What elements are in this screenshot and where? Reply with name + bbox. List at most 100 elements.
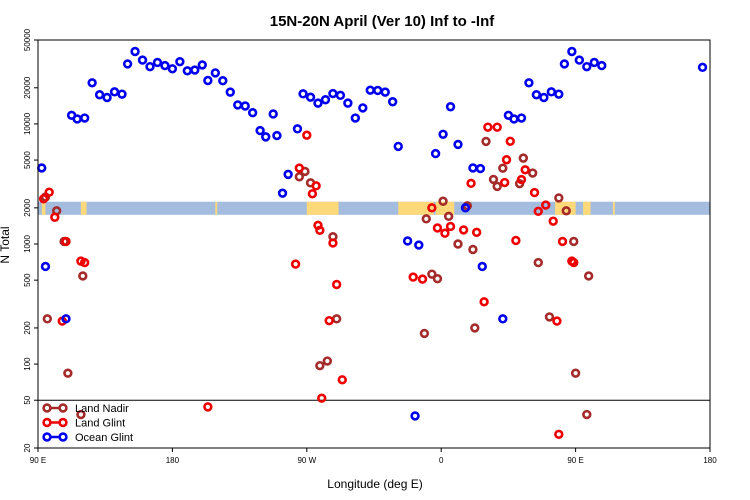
data-point bbox=[38, 194, 49, 204]
data-point bbox=[438, 196, 448, 206]
data-point bbox=[277, 188, 288, 198]
data-point bbox=[498, 314, 508, 324]
data-point bbox=[453, 139, 463, 150]
y-axis: 20 50 100 200 500 1000 2000 5000 10000 20000 50000 bbox=[23, 28, 38, 452]
data-point bbox=[541, 200, 551, 210]
data-point bbox=[488, 174, 499, 185]
data-point bbox=[520, 165, 530, 175]
land-strip-3 bbox=[306, 201, 339, 215]
data-point bbox=[210, 68, 221, 78]
data-point bbox=[511, 235, 521, 246]
legend-label-ocean-glint: Ocean Glint bbox=[75, 432, 133, 444]
data-point bbox=[569, 236, 579, 247]
map-strip bbox=[38, 201, 710, 215]
data-point bbox=[414, 240, 424, 250]
data-point bbox=[42, 314, 53, 324]
y-tick-label-3: 200 bbox=[23, 321, 32, 335]
x-tick-label-3: 0 bbox=[439, 456, 444, 465]
legend-label-land-glint: Land Glint bbox=[75, 418, 125, 430]
legend-marker-ocean-glint bbox=[58, 432, 68, 442]
data-points bbox=[37, 46, 708, 440]
land-strip-7 bbox=[583, 201, 591, 215]
data-point bbox=[569, 257, 579, 268]
data-point bbox=[410, 411, 420, 421]
data-point bbox=[313, 98, 323, 108]
data-point bbox=[76, 409, 86, 420]
legend-label-land-nadir: Land Nadir bbox=[75, 403, 129, 415]
data-point bbox=[307, 189, 318, 199]
data-point bbox=[445, 102, 456, 112]
data-point bbox=[544, 312, 555, 322]
data-point bbox=[358, 103, 368, 113]
land-strip-2 bbox=[215, 201, 218, 215]
data-point bbox=[79, 257, 90, 268]
data-point bbox=[203, 75, 213, 86]
legend-marker-land-glint bbox=[42, 417, 52, 428]
data-point bbox=[427, 269, 437, 279]
data-point bbox=[453, 239, 463, 249]
data-point bbox=[516, 113, 527, 123]
x-axis-label: Longitude (deg E) bbox=[327, 477, 422, 491]
data-point bbox=[492, 181, 502, 192]
chart-title: 15N-20N April (Ver 10) Inf to -Inf bbox=[270, 13, 495, 30]
data-point bbox=[190, 65, 200, 75]
data-point bbox=[443, 211, 454, 222]
data-point bbox=[290, 259, 301, 269]
data-point bbox=[597, 60, 607, 71]
data-point bbox=[247, 108, 258, 118]
data-point bbox=[501, 155, 512, 165]
data-point bbox=[408, 272, 418, 282]
legend-marker-land-glint bbox=[58, 417, 68, 428]
y-tick-label-8: 10000 bbox=[23, 112, 32, 135]
x-tick-label-4: 90 E bbox=[567, 456, 583, 465]
x-tick-label-1: 180 bbox=[166, 456, 180, 465]
data-point bbox=[61, 236, 71, 247]
data-point bbox=[283, 169, 293, 180]
data-point bbox=[470, 323, 480, 333]
data-point bbox=[483, 122, 493, 132]
data-point bbox=[492, 122, 502, 132]
data-point bbox=[421, 214, 431, 224]
data-point bbox=[697, 62, 708, 73]
y-tick-label-0: 20 bbox=[23, 443, 32, 452]
data-point bbox=[50, 212, 60, 222]
data-point bbox=[122, 59, 133, 69]
data-point bbox=[574, 55, 585, 65]
data-point bbox=[40, 261, 51, 272]
data-point bbox=[529, 187, 540, 198]
data-point bbox=[552, 316, 562, 326]
data-point bbox=[44, 187, 54, 197]
data-point bbox=[498, 163, 508, 173]
data-point bbox=[79, 113, 90, 123]
y-tick-label-9: 20000 bbox=[23, 76, 32, 99]
legend: Land Nadir Land Glint Ocean Glint bbox=[42, 403, 133, 444]
data-point bbox=[137, 55, 148, 65]
data-point bbox=[557, 236, 568, 247]
data-point bbox=[328, 238, 338, 248]
data-point bbox=[582, 61, 592, 72]
data-point bbox=[315, 225, 325, 236]
data-point bbox=[554, 193, 564, 203]
data-point bbox=[218, 76, 228, 86]
data-point bbox=[427, 203, 437, 213]
x-tick-label-2: 90 W bbox=[297, 456, 316, 465]
y-tick-label-10: 50000 bbox=[23, 28, 32, 51]
data-point bbox=[197, 60, 207, 70]
data-point bbox=[570, 368, 581, 378]
data-point bbox=[432, 223, 443, 233]
series-land-glint bbox=[38, 122, 579, 440]
data-point bbox=[298, 89, 308, 99]
data-point bbox=[417, 274, 428, 284]
data-point bbox=[87, 78, 97, 88]
data-point bbox=[438, 129, 448, 139]
data-point bbox=[117, 89, 127, 99]
data-point bbox=[518, 153, 529, 163]
legend-marker-ocean-glint bbox=[42, 432, 52, 442]
data-point bbox=[440, 228, 450, 238]
data-point bbox=[61, 314, 71, 324]
data-point bbox=[466, 178, 476, 189]
land-strip-0 bbox=[41, 201, 46, 215]
data-point bbox=[458, 225, 469, 235]
data-point bbox=[175, 56, 185, 67]
